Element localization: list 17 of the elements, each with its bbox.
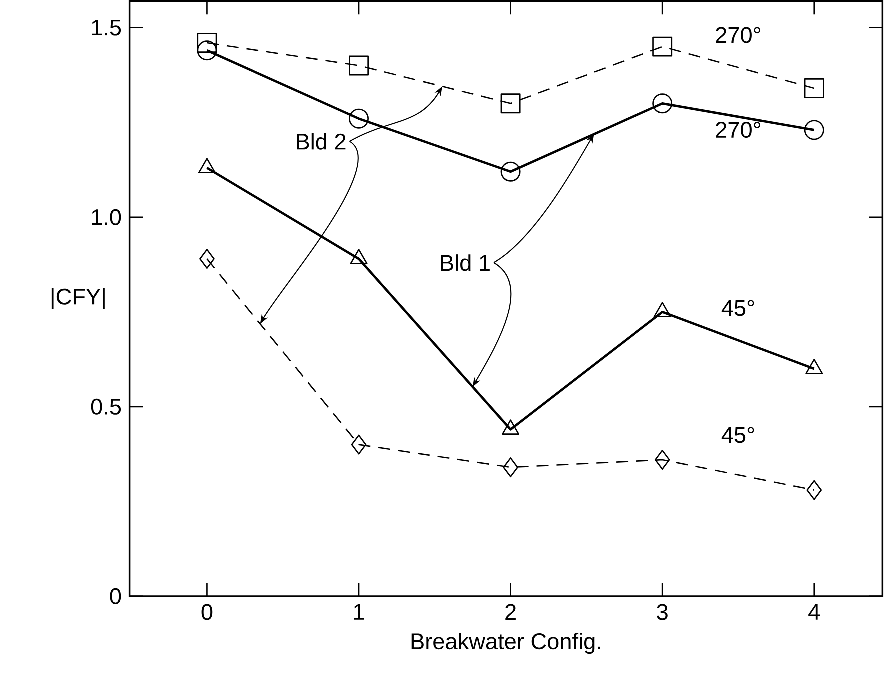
y-tick-label: 1.5	[92, 20, 122, 36]
x-tick-label: 2	[506, 604, 516, 620]
x-tick-label: 1	[354, 604, 364, 620]
annotation: Bld 2	[297, 133, 346, 150]
annotation: Bld 1	[441, 254, 490, 272]
y-tick-label: 0	[110, 588, 122, 604]
y-axis-title: |CFY|	[52, 288, 105, 310]
series-label: 270°	[716, 122, 761, 138]
series-label: 270°	[716, 27, 761, 44]
x-tick-label: 4	[808, 604, 820, 620]
x-axis-title: Breakwater Config.	[412, 632, 600, 654]
y-tick-label: 0.5	[91, 398, 122, 415]
series-label: 45°	[722, 427, 754, 444]
x-tick-label: 3	[657, 604, 668, 620]
y-tick-label: 1.0	[92, 209, 122, 226]
x-tick-label: 0	[202, 604, 213, 620]
series-label: 45°	[722, 300, 754, 316]
